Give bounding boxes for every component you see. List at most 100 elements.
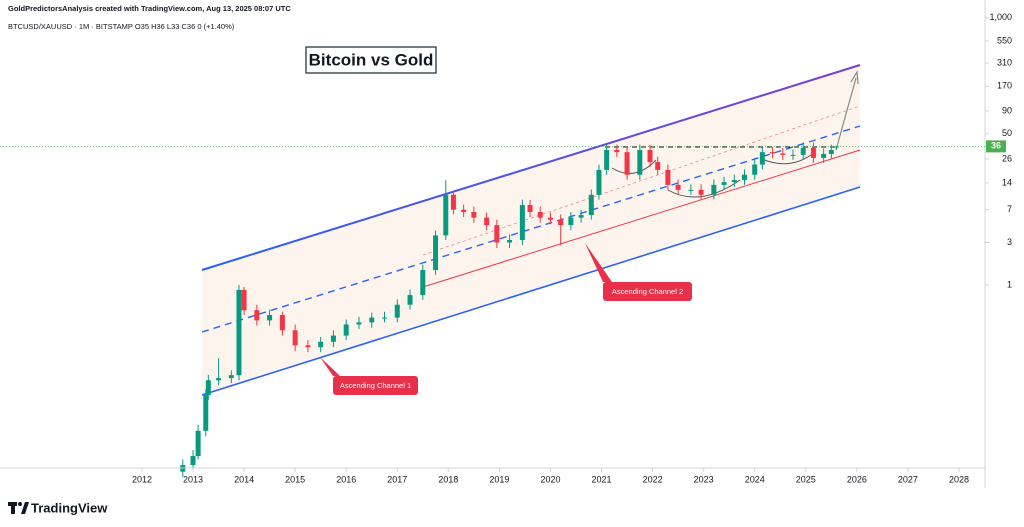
candle-body bbox=[443, 194, 449, 236]
channel2-top bbox=[422, 105, 861, 256]
projection-arrow bbox=[835, 77, 857, 151]
last-price-label: 36 bbox=[991, 141, 1001, 151]
annotation: Ascending Channel 2 bbox=[612, 287, 683, 296]
x-tick-label: 2019 bbox=[489, 474, 509, 484]
candle-body bbox=[494, 225, 500, 243]
y-tick-label: 1 bbox=[1007, 279, 1012, 289]
candle-body bbox=[356, 322, 362, 325]
candle-body bbox=[568, 217, 574, 226]
x-tick-label: 2017 bbox=[387, 474, 407, 484]
candle-body bbox=[604, 149, 610, 170]
x-tick-label: 2027 bbox=[898, 474, 918, 484]
callout-pointer bbox=[585, 243, 612, 282]
candle-body bbox=[195, 430, 201, 457]
candle-body bbox=[228, 375, 234, 379]
y-tick-label: 26 bbox=[1002, 153, 1012, 163]
candle-body bbox=[369, 317, 375, 323]
annotation: Ascending Channel 1 bbox=[340, 381, 411, 390]
candle-body bbox=[588, 194, 594, 216]
candle-body bbox=[833, 146, 839, 148]
candle-body bbox=[810, 147, 816, 158]
candle-body bbox=[578, 215, 584, 218]
last-price-box bbox=[986, 140, 1006, 153]
candle-body bbox=[770, 152, 776, 154]
x-tick-label: 2014 bbox=[234, 474, 254, 484]
candle-body bbox=[507, 239, 513, 243]
arrow-head bbox=[850, 70, 859, 85]
cup-arc bbox=[759, 151, 816, 165]
candle-body bbox=[279, 314, 285, 331]
title-box bbox=[305, 46, 437, 74]
callout-pointer bbox=[320, 357, 340, 376]
candle-body bbox=[236, 289, 242, 376]
channel-top bbox=[201, 64, 861, 271]
candle-body bbox=[292, 330, 298, 346]
candle-body bbox=[596, 169, 602, 195]
candle-body bbox=[655, 162, 661, 170]
channel-bottom bbox=[201, 186, 861, 396]
candle-body bbox=[519, 205, 525, 240]
cup-arc bbox=[667, 179, 741, 198]
candle-body bbox=[420, 270, 426, 296]
candle-body bbox=[675, 184, 681, 190]
candle-body bbox=[205, 380, 211, 396]
header: GoldPredictorsAnalysis created with Trad… bbox=[8, 4, 291, 13]
candle-body bbox=[450, 194, 456, 210]
candle-body bbox=[828, 149, 834, 154]
candle-body bbox=[461, 209, 467, 212]
candle-body bbox=[471, 211, 477, 218]
x-tick-label: 2026 bbox=[847, 474, 867, 484]
candle-body bbox=[780, 153, 786, 155]
candle-body bbox=[558, 219, 564, 226]
candle-body bbox=[547, 217, 553, 220]
candle-body bbox=[407, 295, 413, 305]
candle-body bbox=[203, 395, 209, 431]
candle-body bbox=[741, 174, 747, 180]
x-tick-label: 2025 bbox=[796, 474, 816, 484]
candle-body bbox=[484, 217, 490, 226]
y-tick-label: 310 bbox=[997, 57, 1012, 67]
y-tick-label: 14 bbox=[1002, 177, 1012, 187]
y-tick-label: 7 bbox=[1007, 204, 1012, 214]
callout-box bbox=[603, 282, 692, 301]
candle-body bbox=[527, 205, 533, 212]
x-tick-label: 2012 bbox=[132, 474, 152, 484]
candle-body bbox=[665, 169, 671, 185]
candle-body bbox=[721, 182, 727, 185]
candle-body bbox=[190, 456, 196, 466]
candle-body bbox=[731, 179, 737, 183]
candle-body bbox=[821, 153, 827, 158]
chart-title: Bitcoin vs Gold bbox=[309, 50, 434, 69]
brand: TradingView bbox=[31, 500, 108, 515]
candle-body bbox=[647, 149, 653, 163]
symbol-line: BTCUSD/XAUUSD · 1M · BITSTAMP O35 H36 L3… bbox=[8, 22, 235, 31]
callout-box bbox=[333, 376, 418, 395]
candle-body bbox=[752, 164, 758, 175]
candle-body bbox=[614, 149, 620, 153]
candle-body bbox=[267, 314, 273, 321]
candle-body bbox=[216, 378, 222, 381]
x-tick-label: 2013 bbox=[183, 474, 203, 484]
candle-body bbox=[343, 324, 349, 336]
y-tick-label: 50 bbox=[1002, 128, 1012, 138]
y-tick-label: 90 bbox=[1002, 105, 1012, 115]
candle-body bbox=[537, 211, 543, 218]
candle-body bbox=[759, 152, 765, 165]
candle-body bbox=[433, 235, 439, 271]
y-tick-label: 1,000 bbox=[989, 12, 1012, 22]
x-tick-label: 2024 bbox=[745, 474, 765, 484]
x-tick-label: 2016 bbox=[336, 474, 356, 484]
x-tick-label: 2015 bbox=[285, 474, 305, 484]
y-tick-label: 3 bbox=[1007, 237, 1012, 247]
candle-body bbox=[305, 345, 311, 348]
candle-body bbox=[330, 335, 336, 342]
channel-fill bbox=[202, 65, 860, 395]
candle-body bbox=[624, 152, 630, 175]
x-tick-label: 2028 bbox=[949, 474, 969, 484]
candle-body bbox=[711, 184, 717, 195]
brand-logo bbox=[8, 502, 29, 514]
x-tick-label: 2022 bbox=[643, 474, 663, 484]
x-tick-label: 2021 bbox=[592, 474, 612, 484]
